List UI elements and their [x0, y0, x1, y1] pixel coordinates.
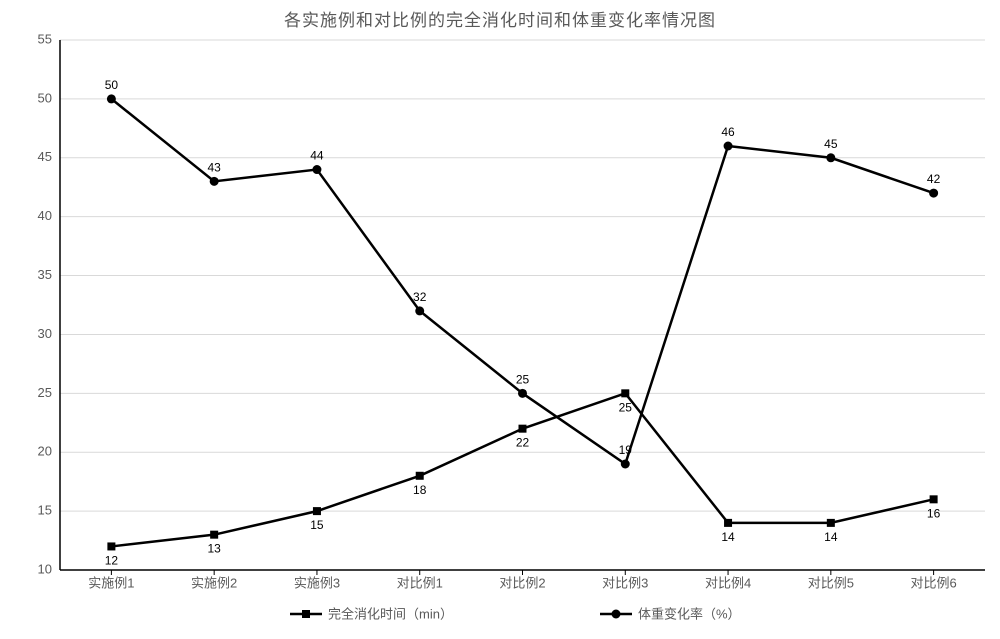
- data-label: 46: [721, 125, 735, 139]
- data-label: 22: [516, 436, 530, 450]
- marker-circle: [929, 189, 938, 198]
- legend-marker-square: [302, 610, 310, 618]
- marker-circle: [826, 153, 835, 162]
- y-tick-label: 15: [38, 503, 52, 518]
- marker-circle: [415, 306, 424, 315]
- series-line-weight_rate: [111, 99, 933, 464]
- x-tick-label: 对比例1: [397, 576, 443, 591]
- marker-circle: [210, 177, 219, 186]
- y-tick-label: 55: [38, 31, 52, 46]
- marker-square: [210, 531, 218, 539]
- x-tick-label: 对比例5: [808, 576, 854, 591]
- x-tick-label: 对比例4: [705, 576, 751, 591]
- data-label: 50: [105, 78, 119, 92]
- marker-square: [107, 542, 115, 550]
- y-tick-label: 25: [38, 385, 52, 400]
- marker-square: [827, 519, 835, 527]
- data-label: 42: [927, 172, 941, 186]
- data-label: 45: [824, 137, 838, 151]
- x-tick-label: 实施例1: [88, 576, 134, 591]
- marker-square: [621, 389, 629, 397]
- data-label: 25: [516, 372, 530, 386]
- x-tick-label: 实施例3: [294, 576, 340, 591]
- chart-container: 各实施例和对比例的完全消化时间和体重变化率情况图 10 15 20 25 30 35 40 4…: [0, 0, 1000, 639]
- data-label: 25: [619, 400, 633, 414]
- marker-circle: [724, 142, 733, 151]
- data-label: 32: [413, 290, 427, 304]
- marker-square: [519, 425, 527, 433]
- marker-circle: [621, 460, 630, 469]
- x-tick-label: 实施例2: [191, 576, 237, 591]
- marker-circle: [518, 389, 527, 398]
- x-tick-label: 对比例6: [910, 576, 956, 591]
- y-tick-label: 50: [38, 90, 52, 105]
- x-tick-label: 对比例2: [499, 576, 545, 591]
- x-tick-label: 对比例3: [602, 576, 648, 591]
- data-label: 15: [310, 518, 324, 532]
- chart-svg: 10 15 20 25 30 35 40 45 50 55 实施例1 实施例2 实施例3 对比例1 对比例2…: [0, 0, 1000, 639]
- marker-circle: [107, 94, 116, 103]
- data-label: 44: [310, 149, 324, 163]
- data-label: 19: [619, 443, 633, 457]
- data-label: 18: [413, 483, 427, 497]
- marker-square: [416, 472, 424, 480]
- chart-title: 各实施例和对比例的完全消化时间和体重变化率情况图: [0, 6, 1000, 31]
- data-label: 12: [105, 553, 119, 567]
- y-tick-label: 35: [38, 267, 52, 282]
- marker-square: [313, 507, 321, 515]
- data-label: 14: [824, 530, 838, 544]
- legend-label: 完全消化时间（min）: [328, 606, 453, 621]
- y-tick-label: 30: [38, 326, 52, 341]
- y-tick-label: 20: [38, 444, 52, 459]
- y-tick-label: 40: [38, 208, 52, 223]
- legend-marker-circle: [612, 610, 621, 619]
- data-label: 13: [207, 542, 221, 556]
- series-line-digest_time: [111, 393, 933, 546]
- marker-circle: [312, 165, 321, 174]
- data-label: 16: [927, 506, 941, 520]
- legend-label: 体重变化率（%）: [638, 606, 741, 621]
- marker-square: [724, 519, 732, 527]
- y-tick-label: 10: [38, 561, 52, 576]
- data-label: 43: [207, 160, 221, 174]
- data-label: 14: [721, 530, 735, 544]
- marker-square: [930, 495, 938, 503]
- y-tick-label: 45: [38, 149, 52, 164]
